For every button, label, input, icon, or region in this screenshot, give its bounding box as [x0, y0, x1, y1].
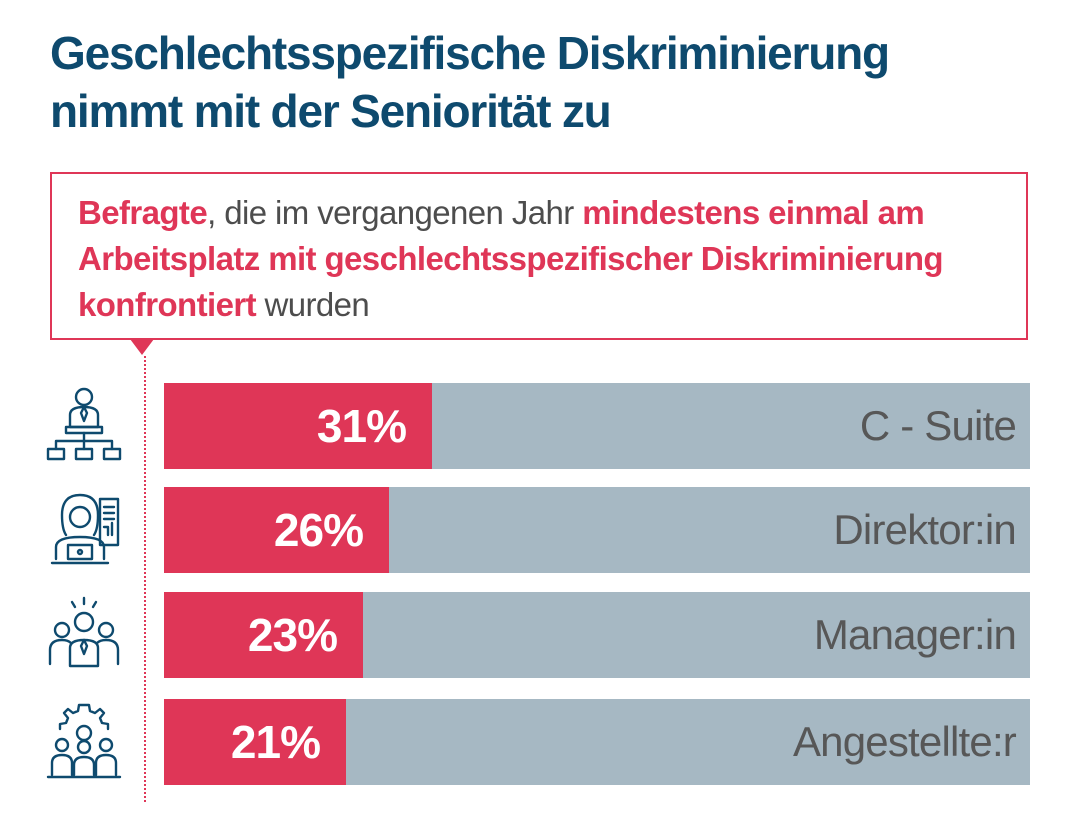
subtitle-highlight-discrimination: mindestens einmal am Arbeitsplatz mit ge… — [78, 194, 944, 323]
bar: 23% — [164, 592, 363, 678]
bar-track: 21% Angestellte:r — [164, 699, 1030, 785]
bar: 26% — [164, 487, 389, 573]
callout-pointer — [130, 339, 154, 355]
executive-hierarchy-icon — [44, 383, 124, 469]
subtitle-text: Befragte, die im vergangenen Jahr mindes… — [78, 190, 1008, 328]
subtitle-highlight-respondents: Befragte — [78, 194, 208, 231]
bar-row: 26% Direktor:in — [0, 487, 1080, 573]
manager-team-icon — [44, 592, 124, 678]
category-label: Angestellte:r — [792, 718, 1017, 765]
bar-row: 21% Angestellte:r — [0, 699, 1080, 785]
subtitle-text-plain-1: , die im vergangenen Jahr — [207, 194, 583, 231]
title-line-2: nimmt mit der Seniorität zu — [50, 85, 612, 137]
bar-track: 23% Manager:in — [164, 592, 1030, 678]
category-label: Direktor:in — [833, 506, 1016, 553]
employees-gear-icon — [44, 699, 124, 785]
bar-value-label: 31% — [316, 400, 407, 452]
bar: 21% — [164, 699, 346, 785]
subtitle-text-plain-2: wurden — [255, 286, 370, 323]
page-title: Geschlechtsspezifische Diskriminierung n… — [50, 24, 1050, 140]
bar-value-label: 26% — [273, 504, 364, 556]
bar-track: 26% Direktor:in — [164, 487, 1030, 573]
dotted-guide-line — [144, 356, 146, 802]
bar-row: 23% Manager:in — [0, 592, 1080, 678]
bar-row: 31% C - Suite — [0, 383, 1080, 469]
category-label: Manager:in — [813, 611, 1017, 658]
subtitle-callout: Befragte, die im vergangenen Jahr mindes… — [50, 172, 1028, 340]
bar-track: 31% C - Suite — [164, 383, 1030, 469]
bar-value-label: 23% — [247, 609, 338, 661]
director-woman-icon — [44, 487, 124, 573]
bar-value-label: 21% — [230, 716, 321, 768]
title-line-1: Geschlechtsspezifische Diskriminierung — [50, 27, 890, 79]
bar: 31% — [164, 383, 432, 469]
category-label: C - Suite — [859, 402, 1017, 449]
